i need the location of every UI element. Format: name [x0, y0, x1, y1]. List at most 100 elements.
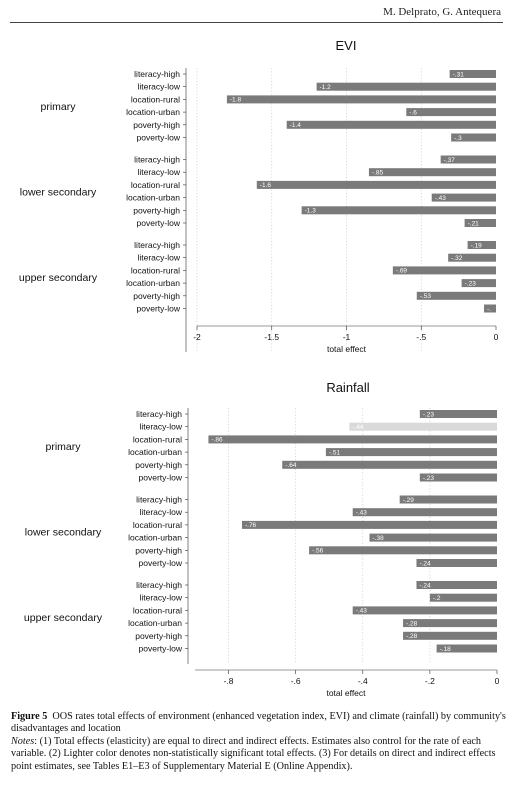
data-label: -.64	[285, 462, 297, 469]
category-label: location-urban	[128, 618, 182, 628]
category-label: location-urban	[126, 193, 180, 203]
x-tick-label: -.6	[291, 676, 301, 686]
x-tick-label: -.2	[425, 676, 435, 686]
category-label: location-urban	[128, 447, 182, 457]
x-tick-label: -.8	[224, 676, 234, 686]
running-head: M. Delprato, G. Antequera	[383, 6, 501, 18]
figure-label: Figure 5	[11, 711, 48, 722]
data-label: -.43	[356, 510, 368, 517]
data-label: -.23	[423, 475, 435, 482]
figure-caption: Figure 5 OOS rates total effects of envi…	[11, 711, 506, 773]
bar	[406, 108, 496, 117]
x-tick-label: -.4	[358, 676, 368, 686]
bar	[286, 120, 496, 129]
category-label: literacy-high	[136, 580, 182, 590]
data-label: -.38	[372, 535, 384, 542]
data-label: -.56	[312, 548, 324, 555]
data-label: -.24	[419, 582, 431, 589]
bar	[241, 520, 497, 529]
category-label: literacy-high	[136, 409, 182, 419]
data-label: -.21	[468, 220, 480, 227]
data-label: -.23	[423, 411, 435, 418]
bar	[416, 581, 497, 589]
category-label: literacy-low	[137, 82, 180, 92]
data-label: -.31	[453, 71, 465, 78]
category-label: literacy-low	[137, 253, 180, 263]
group-label: upper secondary	[24, 612, 103, 624]
category-label: poverty-low	[137, 304, 181, 314]
category-label: location-rural	[133, 434, 182, 444]
category-label: poverty-high	[135, 460, 182, 470]
category-label: poverty-low	[137, 218, 181, 228]
evi-chart: EVI literacy-high -.31 literacy-low -1.2 loca…	[19, 38, 499, 354]
bar	[256, 180, 496, 189]
data-label: -.85	[372, 170, 384, 177]
data-label: -.2	[433, 595, 441, 602]
data-label: -1.4	[290, 122, 302, 129]
bar	[449, 70, 496, 78]
bar	[403, 631, 497, 640]
x-axis-label: total effect	[326, 688, 366, 698]
data-label: -.37	[444, 157, 456, 164]
data-label: -1.8	[230, 97, 242, 104]
bar	[416, 291, 496, 300]
category-label: literacy-high	[134, 155, 180, 165]
bar	[464, 219, 496, 227]
category-label: literacy-high	[134, 69, 180, 79]
chart-title: Rainfall	[326, 380, 369, 395]
data-label: -.	[487, 306, 491, 313]
data-label: -.19	[471, 242, 483, 249]
category-label: poverty-high	[135, 631, 182, 641]
bar	[309, 546, 497, 555]
data-label: -.69	[396, 268, 408, 275]
category-label: poverty-low	[139, 558, 183, 568]
category-label: poverty-high	[133, 291, 180, 301]
category-label: location-urban	[128, 533, 182, 543]
bar	[484, 304, 496, 313]
data-label: -.23	[465, 280, 477, 287]
bar	[349, 422, 497, 431]
bar	[282, 460, 497, 469]
bar	[369, 533, 497, 542]
category-label: location-rural	[131, 265, 180, 275]
bar	[448, 253, 496, 262]
category-label: location-rural	[131, 180, 180, 190]
x-tick-label: -1	[343, 332, 351, 342]
category-label: poverty-high	[135, 545, 182, 555]
bar	[467, 241, 496, 249]
category-label: poverty-high	[133, 120, 180, 130]
data-label: -.6	[409, 109, 417, 116]
data-label: -.32	[451, 255, 463, 262]
data-label: -1.3	[305, 208, 317, 215]
rainfall-chart: Rainfall literacy-high -.23 literacy-low -.4…	[24, 380, 500, 698]
category-label: poverty-low	[139, 644, 183, 654]
group-label: upper secondary	[19, 272, 98, 284]
data-label: -.28	[406, 633, 418, 640]
bar	[403, 619, 497, 628]
data-label: -.53	[420, 293, 432, 300]
bar	[226, 95, 496, 104]
caption-text: OOS rates total effects of environment (…	[11, 711, 506, 735]
bar	[436, 644, 497, 653]
group-label: lower secondary	[25, 526, 102, 538]
bar	[429, 593, 497, 602]
bar	[301, 206, 496, 215]
category-label: location-rural	[133, 605, 182, 615]
notes-text: : (1) Total effects (elasticity) are equ…	[11, 735, 496, 772]
x-tick-label: -1.5	[264, 332, 279, 342]
bar	[431, 193, 496, 202]
bar	[419, 410, 497, 418]
bar	[419, 473, 497, 482]
category-label: location-urban	[126, 107, 180, 117]
bar	[352, 508, 497, 517]
category-label: literacy-low	[139, 507, 182, 517]
category-label: location-urban	[126, 278, 180, 288]
header-rule	[10, 22, 503, 23]
data-label: -.86	[211, 437, 223, 444]
group-label: primary	[40, 101, 76, 113]
category-label: poverty-low	[137, 133, 181, 143]
bar	[316, 82, 496, 91]
notes-label: Notes	[11, 735, 35, 747]
chart-title: EVI	[336, 38, 357, 53]
data-label: -1.6	[260, 182, 272, 189]
